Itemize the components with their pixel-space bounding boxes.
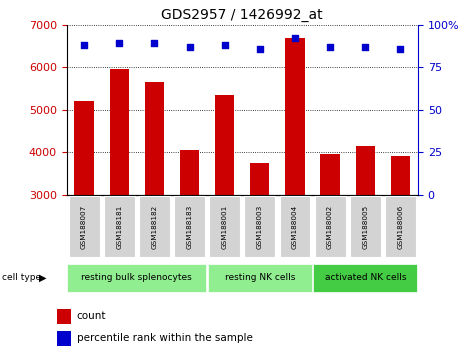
Text: resting NK cells: resting NK cells [225, 273, 295, 282]
Point [115, 41, 123, 46]
Bar [385, 196, 416, 257]
Text: percentile rank within the sample: percentile rank within the sample [77, 333, 253, 343]
Point [326, 44, 334, 50]
Bar [279, 196, 311, 257]
Bar [285, 38, 304, 195]
Bar [356, 146, 375, 195]
Point [256, 46, 264, 51]
Bar [110, 69, 129, 195]
Text: count: count [77, 312, 106, 321]
Text: GSM188002: GSM188002 [327, 205, 333, 249]
Bar [313, 263, 418, 292]
Bar [215, 95, 234, 195]
Point [186, 44, 193, 50]
Bar [321, 154, 340, 195]
Bar [75, 101, 94, 195]
Bar [391, 156, 410, 195]
Text: GSM188182: GSM188182 [152, 205, 157, 249]
Bar [180, 150, 199, 195]
Bar [314, 196, 346, 257]
Point [80, 42, 88, 48]
Bar [139, 196, 170, 257]
Bar [68, 196, 100, 257]
Bar [250, 163, 269, 195]
Text: GSM188004: GSM188004 [292, 205, 298, 249]
Text: GSM188181: GSM188181 [116, 205, 122, 249]
Bar [57, 309, 71, 324]
Text: GSM188007: GSM188007 [81, 205, 87, 249]
Text: ▶: ▶ [39, 273, 47, 283]
Title: GDS2957 / 1426992_at: GDS2957 / 1426992_at [162, 8, 323, 22]
Bar [145, 82, 164, 195]
Point [361, 44, 369, 50]
Bar [209, 196, 240, 257]
Text: cell type: cell type [2, 273, 41, 282]
Bar [67, 263, 207, 292]
Bar [104, 196, 135, 257]
Text: activated NK cells: activated NK cells [324, 273, 406, 282]
Point [291, 35, 299, 41]
Text: GSM188001: GSM188001 [222, 205, 228, 249]
Text: GSM188003: GSM188003 [257, 205, 263, 249]
Bar [57, 331, 71, 346]
Bar [174, 196, 205, 257]
Point [397, 46, 404, 51]
Point [151, 41, 158, 46]
Text: GSM188183: GSM188183 [187, 205, 192, 249]
Bar [350, 196, 381, 257]
Bar [244, 196, 276, 257]
Text: GSM188006: GSM188006 [398, 205, 403, 249]
Text: GSM188005: GSM188005 [362, 205, 368, 249]
Bar [208, 263, 312, 292]
Text: resting bulk splenocytes: resting bulk splenocytes [81, 273, 192, 282]
Point [221, 42, 228, 48]
